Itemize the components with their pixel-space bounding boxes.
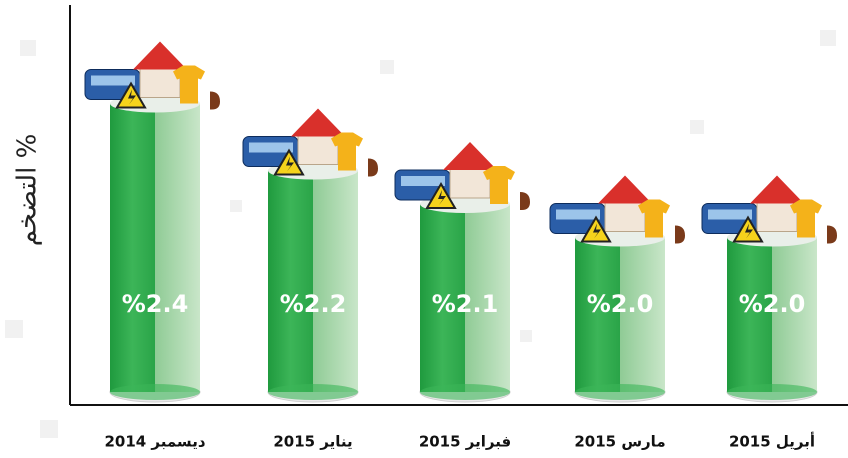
bar-bottom <box>420 384 510 400</box>
bolt <box>438 190 446 205</box>
value-label: %2.4 <box>122 290 189 318</box>
bolt <box>745 223 753 239</box>
pipe-icon <box>368 158 378 177</box>
pipe-icon <box>210 91 220 110</box>
background-squares <box>5 30 836 438</box>
bar-bottom <box>575 384 665 400</box>
bolt <box>286 156 294 172</box>
x-tick-label: فبراير 2015 <box>419 433 511 451</box>
house-roof <box>750 175 804 204</box>
bar-highlight <box>465 204 510 392</box>
shirt-icon <box>790 199 822 238</box>
bar <box>727 237 772 392</box>
x-tick-label: يناير 2015 <box>273 433 352 451</box>
value-label: %2.1 <box>432 290 499 318</box>
bolt <box>593 223 601 239</box>
house-roof <box>598 175 652 204</box>
bar <box>268 170 313 392</box>
house-wall <box>139 67 181 98</box>
shirt-icon <box>173 65 205 104</box>
shirt-icon <box>331 132 363 171</box>
icons <box>549 175 685 244</box>
pipe-icon <box>827 225 837 244</box>
bar-highlight <box>620 237 665 392</box>
value-label: %2.0 <box>587 290 654 318</box>
bus-window <box>91 75 135 86</box>
house-roof <box>443 142 497 170</box>
bar-bottom <box>268 384 358 400</box>
icons <box>394 142 530 210</box>
pipe-icon <box>520 192 530 210</box>
value-label: %2.0 <box>739 290 806 318</box>
bar-bottom <box>727 384 817 400</box>
bar <box>575 237 620 392</box>
x-tick-label: ديسمبر 2014 <box>104 433 205 451</box>
shirt-icon <box>483 166 515 204</box>
x-tick-label: مارس 2015 <box>574 433 665 451</box>
bar-highlight <box>313 170 358 392</box>
shirt-icon <box>638 199 670 238</box>
bar <box>420 204 465 392</box>
bar-highlight <box>155 103 200 392</box>
house-roof <box>133 41 187 70</box>
bar-bottom <box>110 384 200 400</box>
bar-highlight <box>772 237 817 392</box>
bar <box>110 103 155 392</box>
bus-window <box>401 176 445 186</box>
house-roof <box>291 108 345 137</box>
bus-window <box>556 209 600 220</box>
icons <box>701 175 837 244</box>
icons <box>242 108 378 177</box>
bus-window <box>249 142 293 153</box>
pipe-icon <box>675 225 685 244</box>
bolt <box>128 89 136 105</box>
x-tick-label: أبريل 2015 <box>729 432 815 451</box>
icons <box>84 41 220 110</box>
value-label: %2.2 <box>280 290 347 318</box>
y-axis-label: التضخم % <box>13 134 43 247</box>
bus-window <box>708 209 752 220</box>
